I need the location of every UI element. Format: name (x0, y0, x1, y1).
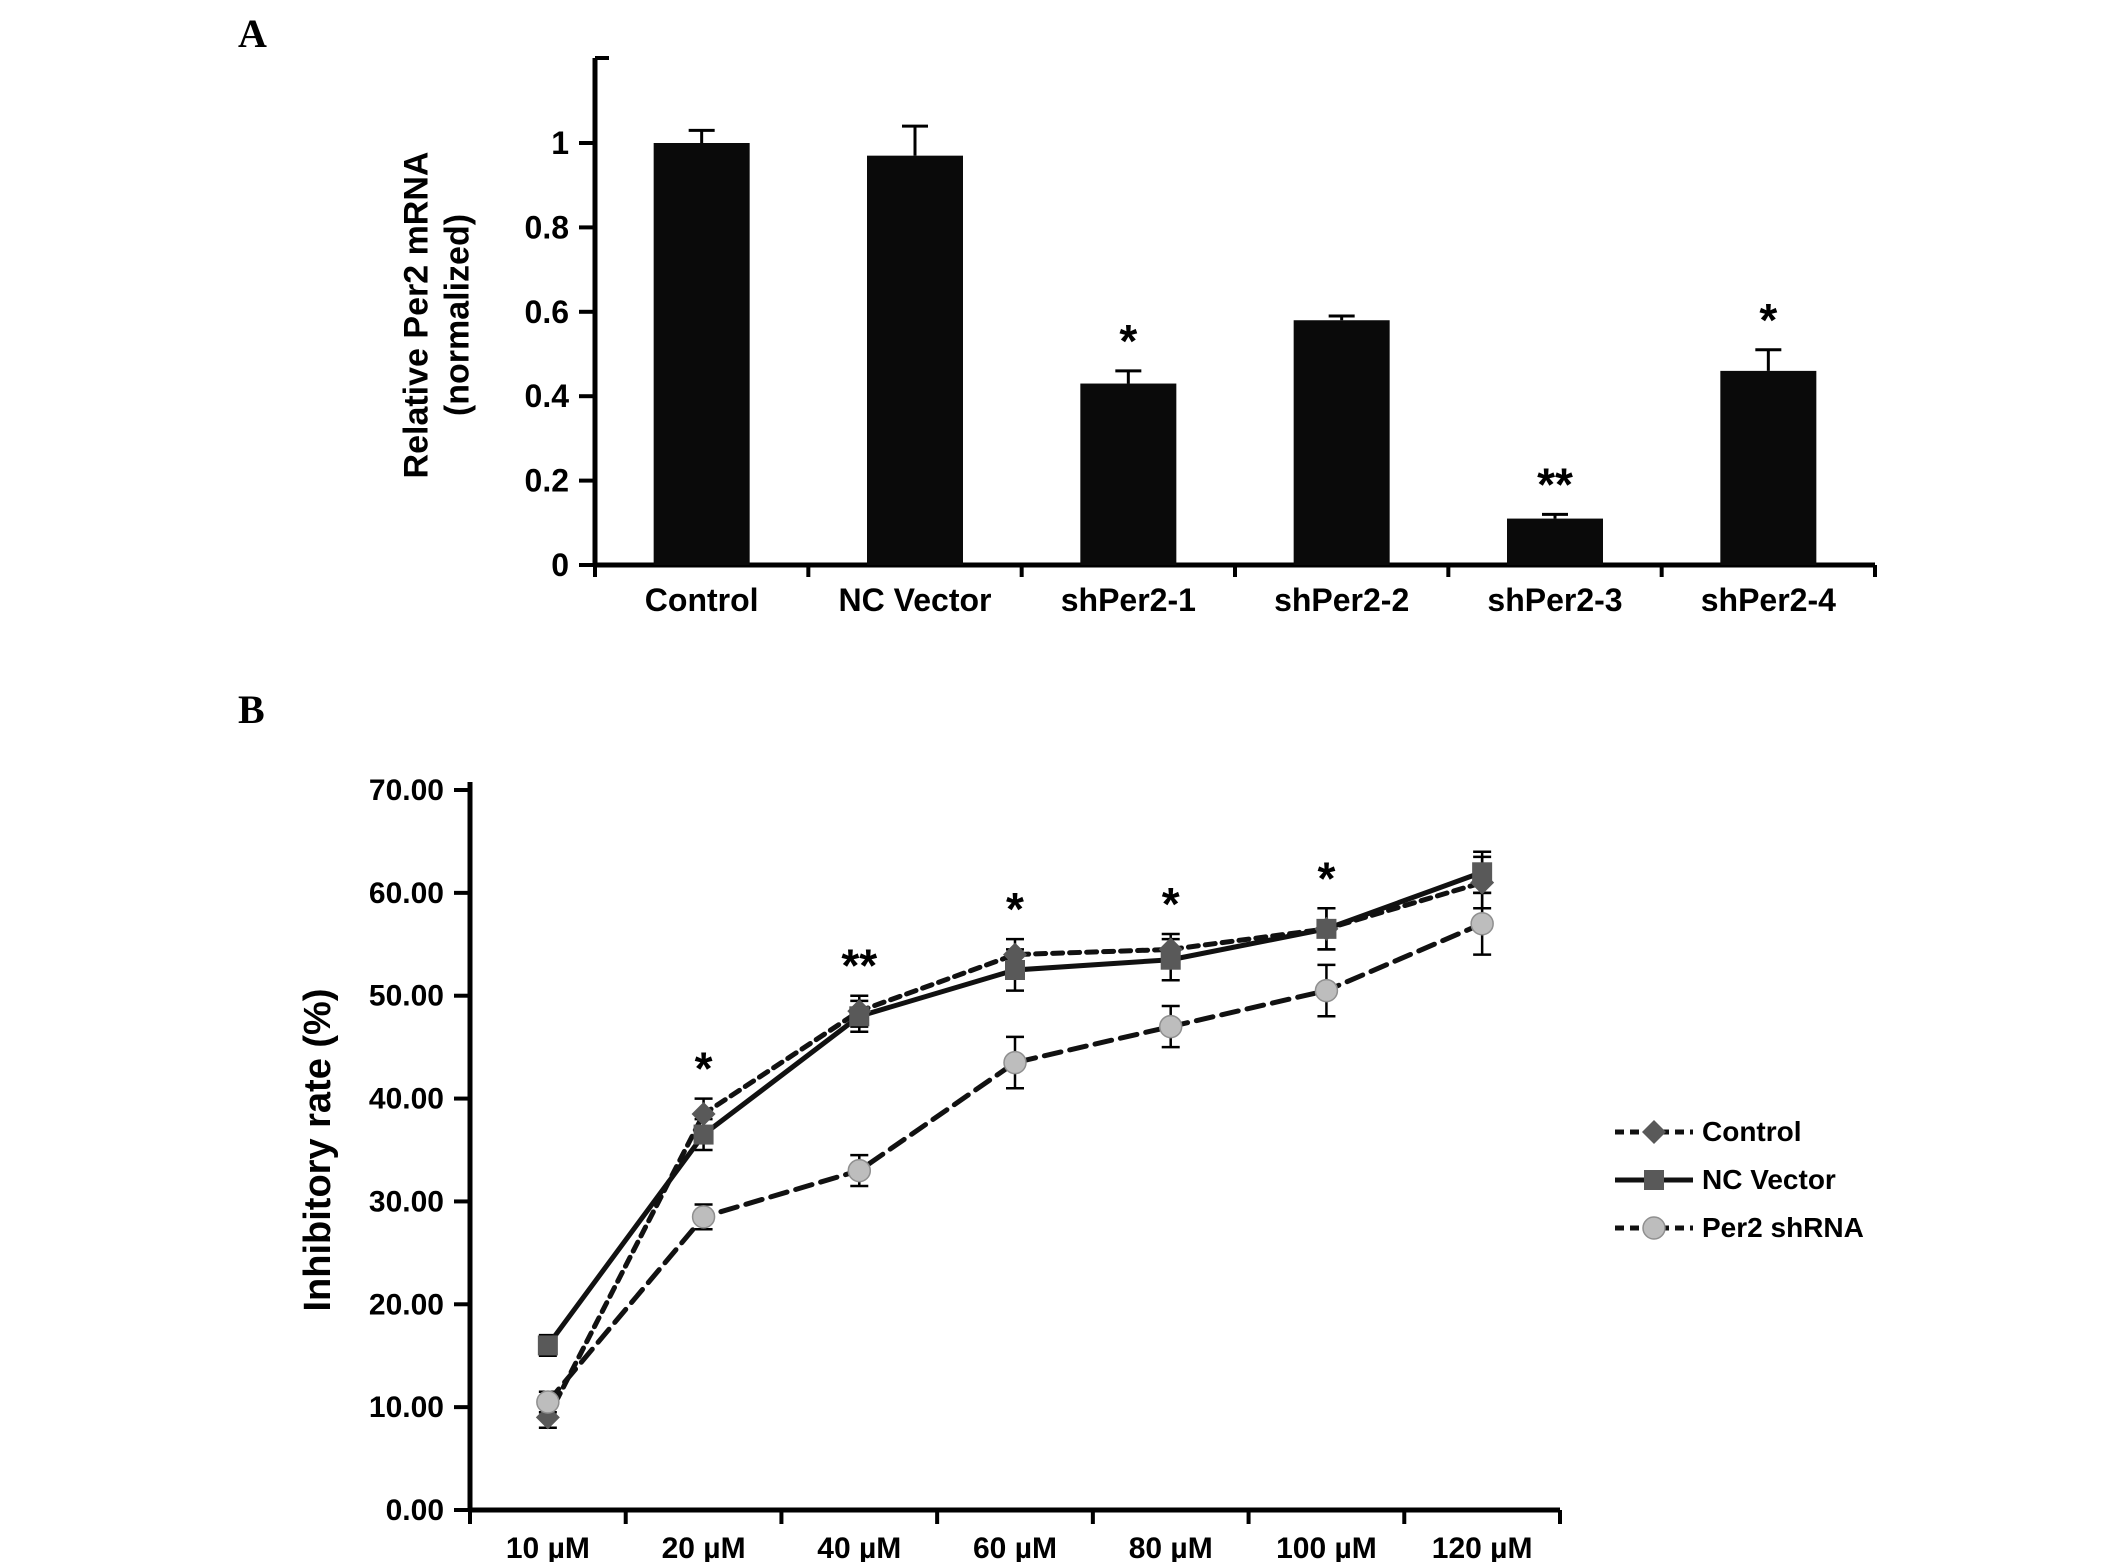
inhibitory-rate-line-chart: Inhibitory rate (%) 0.00 10.00 20.00 30.00 40… (297, 774, 1562, 1562)
bar (653, 143, 750, 565)
square-marker (1644, 1170, 1664, 1190)
x-category-label: 60 µM (973, 1532, 1057, 1562)
x-category-label: shPer2-2 (1274, 582, 1409, 618)
circle-marker (691, 1205, 716, 1229)
x-category-label: 120 µM (1432, 1532, 1533, 1562)
bar (1720, 370, 1817, 565)
significance-marker: ** (841, 940, 877, 992)
legend-label-control: Control (1702, 1116, 1802, 1147)
y-tick-label: 0.4 (525, 378, 570, 414)
x-category-label: 100 µM (1276, 1532, 1377, 1562)
square-marker (537, 1335, 558, 1356)
legend-label-nc-vector: NC Vector (1702, 1164, 1836, 1195)
bar (1507, 518, 1603, 565)
bar (1080, 383, 1177, 565)
circle-marker (847, 1158, 872, 1183)
y-axis-title: Relative Per2 mRNA(normalized) (398, 152, 477, 479)
x-category-label: shPer2-4 (1701, 582, 1836, 618)
diamond-marker (691, 1102, 716, 1126)
y-tick-label: 0.00 (386, 1494, 444, 1527)
per2-mrna-bar-chart: Relative Per2 mRNA(normalized) 0 0.2 0.4 0.6… (398, 56, 1877, 618)
bar (1293, 320, 1390, 565)
significance-marker: * (1006, 883, 1024, 935)
x-category-label: shPer2-3 (1487, 582, 1622, 618)
diamond-marker (1642, 1120, 1666, 1144)
bar (867, 155, 963, 565)
y-tick-label: 70.00 (369, 774, 444, 807)
circle-marker (1470, 911, 1494, 936)
y-tick-label: 40.00 (369, 1083, 444, 1116)
y-tick-label: 10.00 (369, 1391, 444, 1424)
square-marker (1160, 949, 1181, 970)
significance-marker: * (695, 1043, 713, 1095)
line-chart-root: Inhibitory rate (%) 0.00 10.00 20.00 30.00 40… (297, 774, 1562, 1562)
y-tick-label: 50.00 (369, 980, 444, 1013)
circle-marker (536, 1390, 560, 1414)
chart-legend: Control NC Vector Per2 shRNA (1612, 1116, 1864, 1244)
y-tick-label: 30.00 (369, 1185, 444, 1218)
legend-item-control: Control (1612, 1116, 1864, 1148)
circle-marker (1314, 978, 1339, 1003)
significance-marker: * (1759, 294, 1777, 346)
x-category-label: 10 µM (506, 1532, 590, 1562)
square-marker (849, 1006, 870, 1027)
per2-shrna-line-swatch (1615, 1216, 1693, 1240)
circle-marker (1158, 1014, 1183, 1039)
square-marker (1005, 960, 1025, 980)
x-category-label: shPer2-1 (1061, 582, 1196, 618)
y-tick-label: 0.6 (525, 294, 569, 330)
y-tick-label: 0.8 (525, 209, 569, 245)
significance-marker: * (1119, 315, 1137, 367)
y-axis-title: Inhibitory rate (%) (297, 988, 339, 1311)
x-category-label: NC Vector (839, 582, 992, 618)
diamond-marker (1470, 870, 1495, 895)
square-marker (693, 1124, 714, 1145)
y-tick-label: 60.00 (369, 877, 444, 910)
control-line-swatch (1615, 1120, 1693, 1144)
x-category-label: Control (645, 582, 759, 618)
significance-marker: ** (1537, 458, 1573, 510)
bar-chart-root: Relative Per2 mRNA(normalized) 0 0.2 0.4 0.6… (398, 56, 1877, 618)
circle-marker (1003, 1050, 1027, 1075)
x-category-label: 80 µM (1129, 1532, 1213, 1562)
x-category-label: 40 µM (817, 1532, 901, 1562)
square-marker (1472, 862, 1493, 883)
significance-marker: * (1317, 852, 1335, 904)
y-tick-label: 20.00 (369, 1288, 444, 1321)
square-marker (1316, 918, 1337, 939)
series-line (545, 921, 1485, 1405)
legend-item-per2-shrna: Per2 shRNA (1612, 1212, 1864, 1244)
x-category-label: 20 µM (662, 1532, 746, 1562)
significance-marker: * (1162, 878, 1180, 930)
circle-marker (1642, 1216, 1666, 1240)
legend-label-per2-shrna: Per2 shRNA (1702, 1212, 1864, 1243)
y-tick-label: 1 (551, 125, 569, 161)
y-tick-label: 0 (551, 547, 569, 583)
panel-a-label: A (238, 11, 267, 56)
panel-b-label: B (238, 687, 265, 732)
nc-vector-line-swatch (1615, 1170, 1693, 1190)
y-tick-label: 0.2 (525, 463, 569, 499)
legend-item-nc-vector: NC Vector (1612, 1164, 1864, 1196)
